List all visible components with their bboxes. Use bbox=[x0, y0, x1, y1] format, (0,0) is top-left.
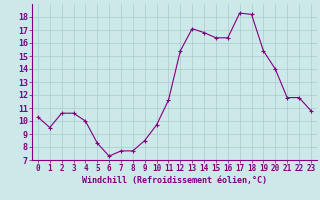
X-axis label: Windchill (Refroidissement éolien,°C): Windchill (Refroidissement éolien,°C) bbox=[82, 176, 267, 185]
